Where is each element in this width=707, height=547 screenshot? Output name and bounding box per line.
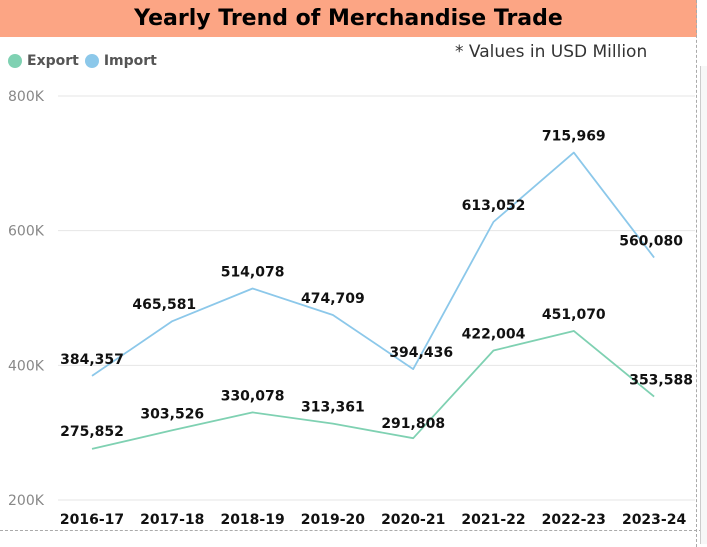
y-tick-label: 800K	[8, 89, 45, 105]
data-label-import: 715,969	[542, 129, 606, 145]
data-label-export: 330,078	[221, 388, 285, 404]
data-label-export: 275,852	[60, 424, 124, 440]
data-label-export: 353,588	[629, 373, 693, 389]
x-tick-label: 2019-20	[301, 512, 366, 528]
data-label-import: 474,709	[301, 291, 365, 307]
x-tick-label: 2016-17	[60, 512, 124, 528]
data-label-export: 303,526	[140, 406, 204, 422]
x-tick-label: 2017-18	[140, 512, 204, 528]
data-label-export: 313,361	[301, 400, 365, 416]
chart-legend: Export Import	[8, 53, 157, 69]
series-line-export	[91, 330, 655, 450]
y-tick-label: 600K	[8, 224, 45, 240]
legend-item-import[interactable]: Import	[84, 53, 157, 69]
legend-item-export[interactable]: Export	[8, 53, 79, 69]
data-label-export: 451,070	[542, 307, 606, 323]
data-label-export: 422,004	[462, 327, 526, 343]
side-panel-edge	[700, 66, 707, 544]
visual-frame-bottom-edge	[0, 530, 707, 531]
x-tick-label: 2023-24	[622, 512, 687, 528]
x-tick-label: 2018-19	[220, 512, 284, 528]
legend-label-import: Import	[103, 53, 157, 69]
data-label-import: 560,080	[619, 234, 683, 250]
chart-title: Yearly Trend of Merchandise Trade	[134, 6, 563, 31]
legend-marker-import	[84, 54, 99, 68]
data-label-import: 384,357	[60, 352, 124, 368]
legend-marker-export	[8, 54, 22, 68]
x-tick-label: 2021-22	[461, 512, 525, 528]
series-line-import	[91, 151, 655, 377]
chart-title-bar: Yearly Trend of Merchandise Trade	[0, 0, 697, 37]
data-label-import: 465,581	[132, 297, 196, 313]
units-note: * Values in USD Million	[455, 42, 648, 62]
legend-label-export: Export	[27, 53, 79, 69]
x-tick-label: 2022-23	[542, 512, 606, 528]
y-tick-label: 200K	[8, 493, 45, 509]
data-label-export: 291,808	[381, 416, 445, 432]
data-label-import: 613,052	[462, 198, 526, 214]
data-label-import: 514,078	[221, 265, 285, 281]
y-tick-label: 400K	[8, 358, 45, 374]
x-tick-label: 2020-21	[381, 512, 445, 528]
data-label-import: 394,436	[389, 345, 453, 361]
visual-frame-right-edge	[696, 0, 697, 547]
